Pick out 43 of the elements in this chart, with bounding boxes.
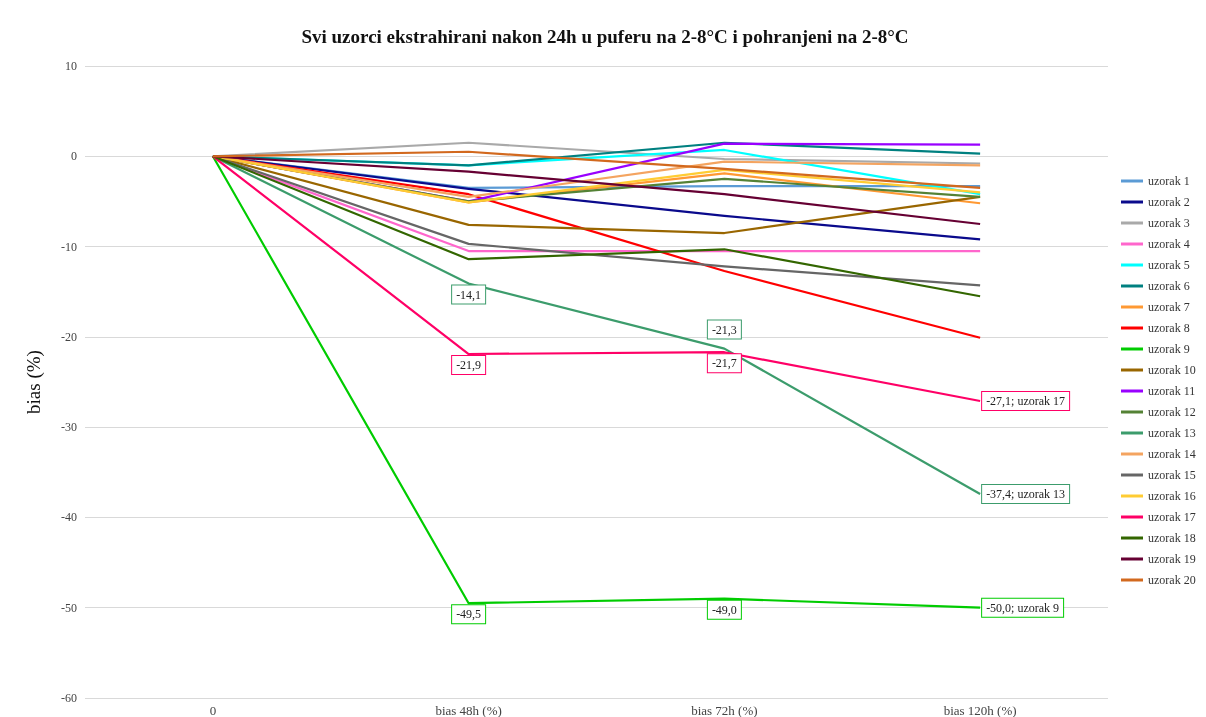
legend-label: uzorak 14 [1148,447,1196,461]
legend-label: uzorak 9 [1148,342,1190,356]
x-tick-label: 0 [209,703,217,717]
data-label: -50,0; uzorak 9 [986,600,1060,615]
legend-label: uzorak 19 [1148,552,1196,566]
legend-label: uzorak 7 [1148,300,1190,314]
legend-label: uzorak 2 [1148,195,1190,209]
y-tick-label: -40 [61,510,77,525]
data-label: -37,4; uzorak 13 [986,486,1066,501]
data-label: -27,1; uzorak 17 [986,393,1066,408]
y-tick-label: -10 [61,239,77,254]
data-label: -21,7 [711,356,737,371]
legend-label: uzorak 8 [1148,321,1190,335]
legend-label: uzorak 16 [1148,489,1196,503]
legend-label: uzorak 17 [1148,510,1196,524]
legend-label: uzorak 13 [1148,426,1196,440]
legend-label: uzorak 15 [1148,468,1196,482]
legend-label: uzorak 12 [1148,405,1196,419]
data-label: -49,5 [456,607,482,622]
chart-title: Svi uzorci ekstrahirani nakon 24h u puferu na 2-8°C i pohranjeni na 2-8°C [301,26,909,47]
legend-label: uzorak 3 [1148,216,1190,230]
legend-label: uzorak 4 [1148,237,1190,251]
y-tick-label: 0 [71,149,77,164]
legend-label: uzorak 6 [1148,279,1190,293]
y-tick-label: -60 [61,691,77,705]
legend-label: uzorak 18 [1148,531,1196,545]
legend-label: uzorak 1 [1148,174,1190,188]
y-tick-label: -30 [61,420,77,435]
y-tick-label: -20 [61,329,77,344]
data-label: -14,1 [456,287,482,302]
legend-label: uzorak 20 [1148,573,1196,587]
x-tick-label: bias 48h (%) [435,703,502,717]
y-tick-label: 10 [65,59,77,73]
x-tick-label: bias 72h (%) [691,703,758,717]
legend-label: uzorak 11 [1148,384,1196,398]
data-label: -21,9 [456,358,482,373]
legend-label: uzorak 10 [1148,363,1196,377]
x-tick-label: bias 120h (%) [943,703,1017,717]
y-tick-label: -50 [61,600,77,615]
data-label: -49,0 [711,602,737,617]
legend-label: uzorak 5 [1148,258,1190,272]
y-axis-title: bias (%) [23,350,45,414]
data-label: -21,3 [711,322,737,337]
